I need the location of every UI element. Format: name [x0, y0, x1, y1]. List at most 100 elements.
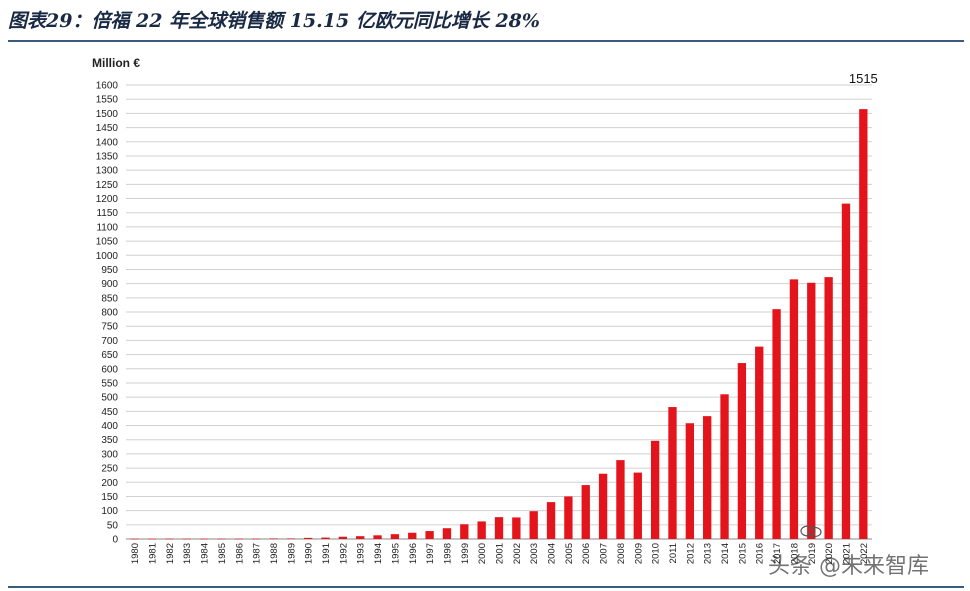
bar-1996 [408, 532, 417, 539]
y-tick-label: 1500 [96, 109, 119, 120]
bar-1984 [199, 538, 209, 540]
x-tick-label: 2013 [703, 543, 714, 564]
y-tick-label: 1450 [96, 123, 119, 134]
x-tick-label: 2009 [633, 543, 644, 564]
bar-1994 [373, 535, 382, 539]
y-tick-label: 0 [112, 535, 118, 546]
x-tick-label: 2004 [547, 543, 558, 564]
y-tick-label: 1150 [96, 208, 118, 219]
bar-1998 [442, 528, 452, 539]
y-tick-label: 250 [101, 464, 118, 475]
x-tick-label: 1993 [356, 543, 367, 564]
y-tick-label: 300 [101, 449, 118, 460]
bar-1999 [460, 524, 469, 539]
y-tick-label: 800 [101, 308, 118, 319]
x-tick-label: 2008 [616, 543, 627, 564]
y-tick-label: 200 [101, 478, 118, 489]
bar-1991 [321, 537, 330, 539]
x-tick-label: 1996 [408, 543, 419, 564]
bar-2021 [841, 203, 851, 540]
bar-2019 [807, 282, 816, 539]
x-tick-label: 2021 [841, 543, 852, 564]
x-tick-label: 1987 [252, 543, 263, 564]
x-tick-label: 2001 [495, 543, 506, 564]
bar-2011 [668, 407, 677, 539]
x-tick-label: 2014 [720, 543, 731, 564]
y-tick-label: 1250 [96, 180, 119, 191]
bar-1983 [182, 538, 191, 540]
bar-1987 [251, 538, 261, 540]
x-tick-label: 1980 [130, 543, 141, 564]
y-tick-label: 500 [101, 393, 118, 404]
bar-1990 [303, 537, 313, 539]
y-tick-label: 1100 [96, 222, 118, 233]
bar-2009 [633, 472, 642, 539]
y-tick-label: 1550 [96, 95, 119, 106]
bar-2007 [598, 473, 608, 539]
bar-2001 [494, 517, 504, 539]
bar-2005 [564, 496, 573, 539]
title-divider [8, 40, 964, 42]
x-tick-label: 2015 [737, 543, 748, 564]
bar-2022 [859, 109, 868, 540]
x-tick-label: 2016 [755, 543, 766, 564]
y-tick-label: 400 [101, 421, 118, 432]
x-tick-label: 2018 [789, 543, 800, 564]
bar-2015 [737, 363, 747, 539]
y-tick-label: 750 [101, 322, 118, 333]
bar-2013 [703, 416, 712, 539]
bar-1997 [425, 531, 434, 539]
x-tick-label: 2003 [529, 543, 540, 564]
bar-2016 [755, 346, 764, 539]
y-tick-label: 600 [101, 364, 118, 375]
bar-2020 [824, 277, 833, 539]
x-tick-label: 1990 [304, 543, 315, 564]
watermark-logo-icon [800, 525, 822, 538]
y-tick-label: 50 [107, 520, 119, 531]
y-tick-label: 900 [101, 279, 118, 290]
x-tick-label: 1982 [165, 543, 176, 564]
bar-2000 [477, 521, 486, 539]
bar-1981 [147, 538, 157, 540]
bar-2006 [581, 485, 590, 539]
x-tick-label: 2012 [685, 543, 696, 564]
bar-1980 [130, 538, 139, 540]
y-tick-label: 100 [101, 506, 118, 517]
bar-2014 [720, 394, 729, 539]
x-tick-label: 1983 [182, 543, 193, 564]
x-tick-label: 2005 [564, 543, 575, 564]
x-tick-label: 1995 [390, 543, 401, 564]
bar-1995 [390, 534, 400, 539]
y-tick-label: 1000 [96, 251, 119, 262]
x-tick-label: 2017 [772, 543, 783, 564]
peak-value-annotation: 1515 [849, 71, 878, 86]
x-tick-label: 1989 [286, 543, 297, 564]
bar-2018 [789, 279, 799, 539]
y-tick-label: 850 [101, 293, 118, 304]
x-tick-label: 1988 [269, 543, 280, 564]
bar-1993 [356, 536, 365, 539]
y-tick-label: 1200 [96, 194, 119, 205]
bar-2010 [650, 440, 660, 539]
bar-2017 [772, 309, 781, 539]
x-tick-label: 1981 [148, 543, 159, 564]
y-tick-label: 1300 [96, 166, 119, 177]
y-tick-label: 950 [101, 265, 118, 276]
bar-1986 [234, 538, 243, 540]
y-tick-label: 350 [101, 435, 118, 446]
watermark-text: 头条 @未来智库 [768, 554, 929, 579]
x-tick-label: 1999 [460, 543, 471, 564]
x-tick-label: 1991 [321, 543, 332, 564]
x-tick-label: 1998 [442, 543, 453, 564]
x-tick-label: 2000 [477, 543, 488, 564]
x-tick-label: 2022 [859, 543, 870, 564]
bar-1985 [217, 538, 226, 540]
x-tick-label: 1984 [200, 543, 211, 564]
x-tick-label: 2010 [651, 543, 662, 564]
y-tick-label: 150 [101, 492, 118, 503]
bar-2002 [512, 517, 521, 539]
y-tick-label: 450 [101, 407, 118, 418]
bar-1988 [269, 538, 278, 540]
x-tick-label: 1986 [234, 543, 245, 564]
